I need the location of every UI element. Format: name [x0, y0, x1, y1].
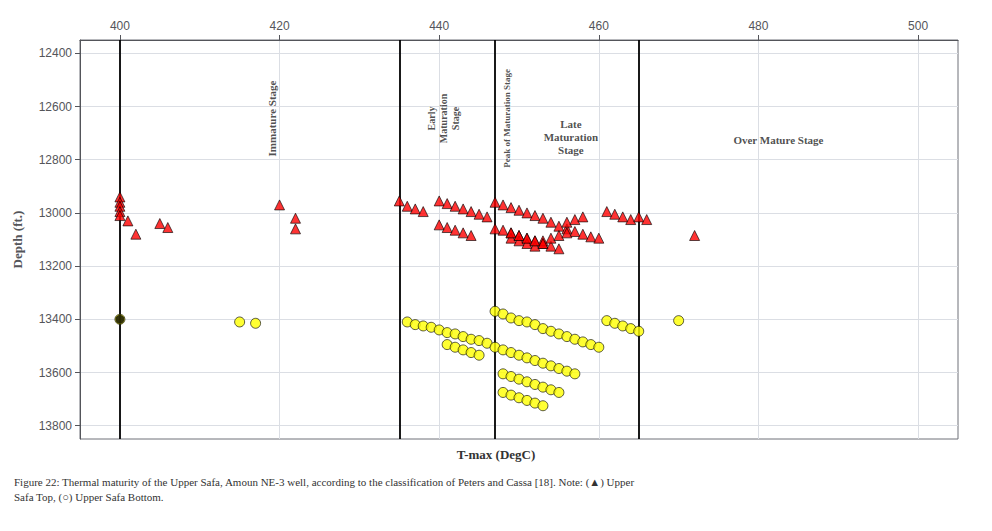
svg-text:Figure 22: Thermal maturity of: Figure 22: Thermal maturity of the Upper…: [14, 476, 634, 489]
svg-text:Immature Stage: Immature Stage: [266, 80, 278, 156]
svg-text:12400: 12400: [39, 46, 73, 60]
svg-text:460: 460: [589, 19, 609, 33]
svg-text:12600: 12600: [39, 100, 73, 114]
svg-text:400: 400: [110, 19, 130, 33]
svg-text:Peak of Maturation Stage: Peak of Maturation Stage: [502, 69, 512, 168]
svg-text:480: 480: [748, 19, 768, 33]
svg-text:420: 420: [270, 19, 290, 33]
svg-text:13200: 13200: [39, 259, 73, 273]
svg-text:12800: 12800: [39, 153, 73, 167]
svg-text:Over Mature Stage: Over Mature Stage: [733, 134, 823, 146]
svg-text:440: 440: [429, 19, 449, 33]
svg-text:13800: 13800: [39, 419, 73, 433]
svg-text:13000: 13000: [39, 206, 73, 220]
svg-text:Safa Top, (○) Upper Safa Botto: Safa Top, (○) Upper Safa Bottom.: [14, 491, 164, 504]
svg-text:500: 500: [908, 19, 928, 33]
svg-text:Stage: Stage: [558, 144, 584, 156]
svg-text:13400: 13400: [39, 312, 73, 326]
svg-text:Stage: Stage: [450, 106, 461, 130]
svg-text:Late: Late: [560, 118, 582, 130]
svg-text:T-max (DegC): T-max (DegC): [457, 447, 536, 462]
svg-text:Depth (ft.): Depth (ft.): [10, 211, 25, 269]
svg-text:Maturation: Maturation: [544, 131, 598, 143]
svg-text:Early: Early: [426, 107, 437, 131]
svg-text:13600: 13600: [39, 366, 73, 380]
svg-text:Maturation: Maturation: [438, 93, 449, 143]
